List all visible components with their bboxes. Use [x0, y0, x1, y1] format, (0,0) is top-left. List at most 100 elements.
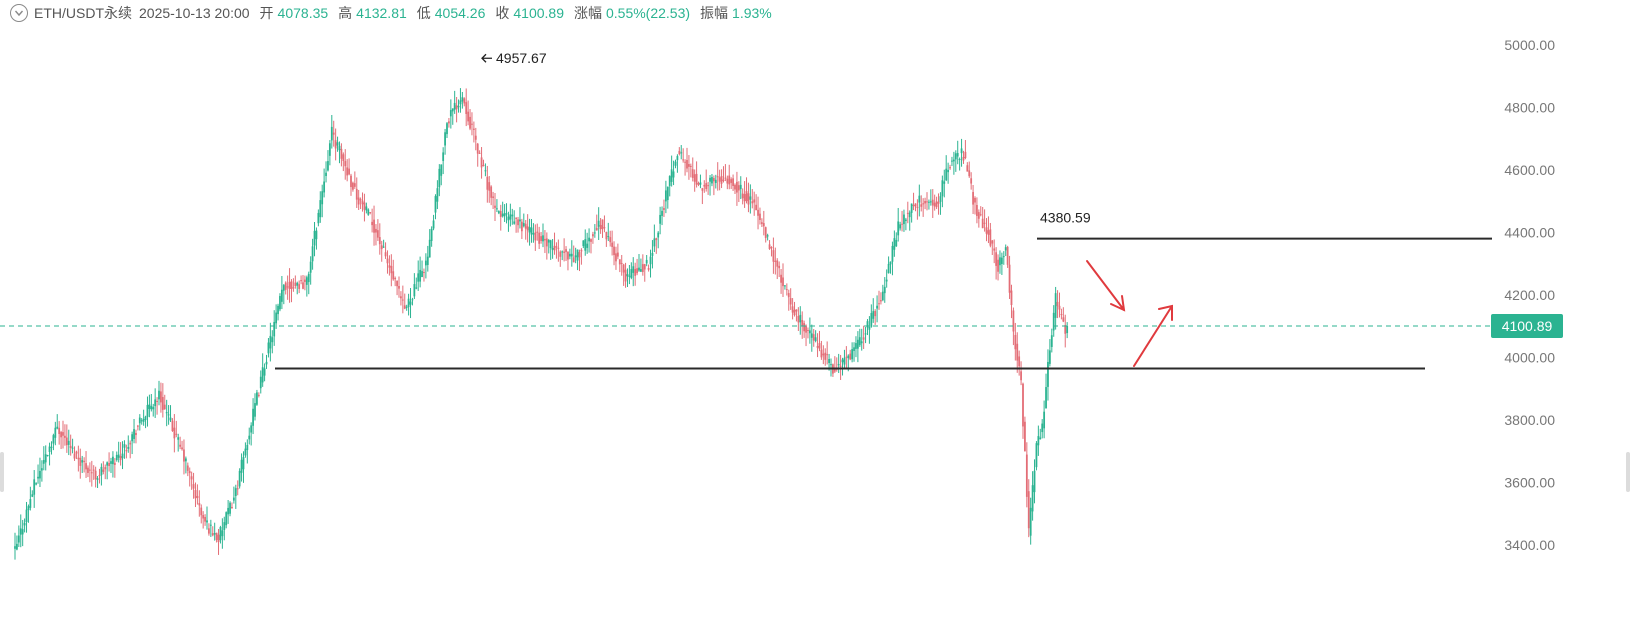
- candle-down: [62, 432, 64, 436]
- candle-down: [136, 425, 139, 427]
- candle-down: [926, 201, 928, 203]
- candle-down: [292, 287, 295, 289]
- candle-up: [1037, 436, 1040, 446]
- price-axis-tick: 4000.00: [1504, 350, 1555, 366]
- candle-up: [597, 220, 600, 227]
- candle-down: [743, 194, 746, 202]
- candle-up: [1041, 423, 1044, 433]
- symbol-name[interactable]: ETH/USDT永续: [34, 5, 132, 21]
- candle-down: [392, 271, 395, 280]
- candle-down: [555, 246, 558, 248]
- candle-up: [872, 311, 875, 319]
- candle-up: [864, 333, 867, 335]
- candle-down: [1018, 356, 1021, 367]
- candle-down: [553, 245, 556, 251]
- candle-up: [409, 301, 412, 305]
- candle-up: [328, 143, 331, 156]
- candle-up: [1047, 361, 1049, 387]
- candle-up: [419, 269, 422, 282]
- candle-up: [16, 543, 18, 550]
- close-label: 收: [495, 5, 510, 21]
- left-resize-handle[interactable]: [0, 452, 4, 492]
- candle-up: [259, 376, 262, 389]
- candle-down: [931, 199, 934, 206]
- candle-down: [79, 457, 82, 466]
- candle-down: [288, 281, 291, 289]
- price-axis-tick: 4800.00: [1504, 100, 1555, 116]
- candle-up: [496, 208, 498, 210]
- candle-down: [833, 368, 836, 372]
- candle-down: [540, 236, 542, 241]
- candle-down: [463, 98, 466, 104]
- candle-down: [968, 170, 971, 177]
- candle-up: [676, 156, 679, 161]
- candle-down: [334, 140, 337, 149]
- candle-up: [664, 190, 667, 202]
- price-axis: 5000.00 4800.00 4600.00 4400.00 4200.00 4000.…: [1504, 37, 1555, 553]
- collapse-toggle-button[interactable]: [10, 4, 28, 22]
- candle-up: [234, 488, 237, 497]
- candle-down: [388, 265, 391, 268]
- candle-down: [75, 451, 78, 454]
- candle-down: [916, 206, 919, 208]
- candle-up: [39, 470, 41, 479]
- high-value: 4132.81: [356, 5, 407, 21]
- open-label: 开: [259, 5, 274, 21]
- candle-up: [511, 214, 514, 217]
- candle-up: [943, 181, 946, 184]
- candle-up: [632, 266, 635, 273]
- candle-down: [993, 248, 996, 251]
- candle-down: [488, 182, 491, 191]
- candle-down: [545, 238, 548, 247]
- candle-up: [929, 201, 932, 203]
- candle-up: [638, 267, 640, 271]
- candle-up: [424, 260, 427, 266]
- candle-down: [987, 230, 990, 235]
- candle-up: [630, 269, 633, 278]
- candle-down: [812, 334, 815, 341]
- candle-down: [1025, 454, 1028, 497]
- candle-down: [534, 232, 537, 241]
- candle-up: [140, 420, 143, 422]
- candle-up: [263, 368, 266, 376]
- candle-up: [570, 253, 573, 257]
- candle-up: [457, 105, 460, 108]
- candle-down: [183, 449, 185, 462]
- candle-down: [1062, 317, 1065, 322]
- candle-down: [933, 202, 936, 207]
- candle-down: [1006, 246, 1009, 265]
- candle-up: [1039, 437, 1042, 440]
- candle-down: [538, 232, 541, 244]
- candle-up: [588, 237, 590, 242]
- candle-down: [200, 507, 203, 516]
- candle-down: [712, 178, 715, 182]
- candle-down: [974, 197, 976, 203]
- candle-up: [576, 249, 579, 261]
- candle-down: [730, 179, 733, 183]
- candle-up: [904, 219, 907, 221]
- candle-down: [760, 222, 763, 224]
- candle-up: [808, 330, 811, 334]
- candle-up: [158, 390, 160, 400]
- candle-up: [1052, 312, 1055, 331]
- right-resize-handle[interactable]: [1626, 452, 1630, 492]
- candle-up: [858, 337, 861, 346]
- candle-up: [50, 446, 53, 448]
- candle-up: [1050, 335, 1053, 347]
- candle-down: [517, 219, 519, 226]
- candle-up: [739, 184, 742, 190]
- candle-up: [432, 220, 435, 229]
- candle-down: [797, 315, 800, 323]
- candle-up: [1033, 470, 1036, 493]
- candle-up: [945, 168, 948, 181]
- candle-down: [371, 221, 374, 226]
- open-value: 4078.35: [277, 5, 329, 21]
- candle-up: [31, 494, 34, 497]
- amplitude-label: 振幅: [700, 5, 729, 21]
- candle-down: [465, 102, 468, 114]
- candle-down: [985, 227, 988, 234]
- candle-up: [29, 499, 32, 508]
- candle-up: [315, 230, 318, 240]
- close-value: 4100.89: [513, 5, 564, 21]
